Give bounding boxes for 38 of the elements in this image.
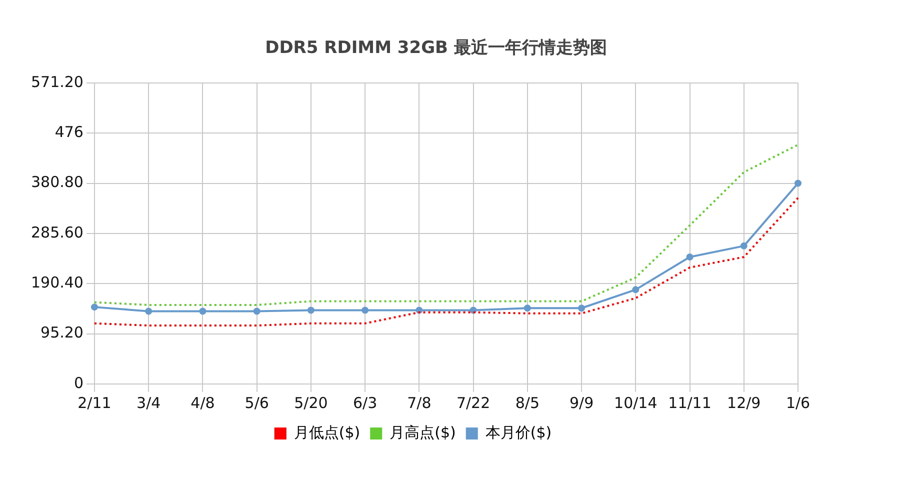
point bbox=[145, 308, 152, 315]
y-tick-label: 95.20 bbox=[40, 324, 84, 342]
x-tick-label: 7/8 bbox=[407, 394, 432, 412]
x-tick-label: 4/8 bbox=[190, 394, 215, 412]
x-tick-label: 3/4 bbox=[136, 394, 161, 412]
x-tick-label: 5/6 bbox=[244, 394, 269, 412]
point bbox=[578, 304, 586, 312]
y-tick-label: 0 bbox=[74, 374, 84, 392]
point bbox=[307, 306, 314, 314]
legend-label: 月高点($) bbox=[390, 423, 456, 442]
x-tick-label: 11/11 bbox=[668, 394, 712, 412]
y-tick-label: 285.60 bbox=[30, 223, 84, 242]
point bbox=[90, 304, 98, 311]
point bbox=[794, 180, 802, 187]
x-tick-label: 12/9 bbox=[727, 394, 761, 412]
legend-label: 月低点($) bbox=[294, 423, 360, 442]
x-tick-label: 7/22 bbox=[456, 394, 490, 412]
x-tick-label: 5/20 bbox=[294, 394, 328, 412]
legend-label: 本月价($) bbox=[485, 423, 552, 442]
point bbox=[470, 306, 477, 314]
x-tick-label: 2/11 bbox=[78, 394, 112, 412]
y-tick-label: 571.20 bbox=[30, 72, 84, 91]
point bbox=[686, 254, 694, 261]
point bbox=[199, 308, 206, 315]
point bbox=[524, 304, 531, 312]
y-tick-label: 380.80 bbox=[30, 173, 84, 192]
point bbox=[253, 308, 260, 315]
x-tick-label: 6/3 bbox=[353, 394, 378, 412]
chart-title: DDR5 RDIMM 32GB 最近一年行情走势图 bbox=[264, 37, 608, 59]
point bbox=[632, 286, 640, 294]
point bbox=[362, 306, 369, 314]
x-tick-label: 1/6 bbox=[786, 394, 810, 412]
y-tick-label: 476 bbox=[54, 123, 84, 142]
x-tick-label: 10/14 bbox=[614, 394, 658, 412]
x-tick-label: 9/9 bbox=[569, 394, 594, 412]
y-tick-label: 190.40 bbox=[30, 274, 84, 292]
point bbox=[740, 242, 748, 250]
x-tick-label: 8/5 bbox=[515, 394, 540, 412]
